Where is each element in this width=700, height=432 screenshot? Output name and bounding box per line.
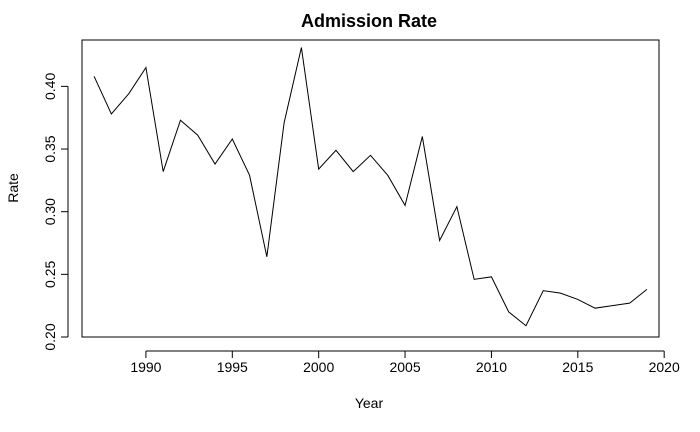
x-tick-label: 2015	[562, 359, 593, 375]
y-tick-label: 0.30	[42, 198, 58, 225]
x-axis: 1990 1995 2000 2005 2010 2015 2020	[130, 350, 680, 375]
y-axis: 0.20 0.25 0.30 0.35 0.40	[42, 73, 69, 351]
x-tick-label: 1990	[130, 359, 161, 375]
series-layer	[93, 47, 648, 327]
series-line	[93, 47, 648, 327]
y-tick-label: 0.40	[42, 73, 58, 100]
plot-frame	[81, 39, 660, 338]
x-tick-label: 2020	[649, 359, 680, 375]
x-axis-label: Year	[355, 395, 384, 411]
y-tick-label: 0.20	[42, 323, 58, 350]
y-tick-label: 0.25	[42, 261, 58, 288]
y-tick-label: 0.35	[42, 135, 58, 162]
x-tick-label: 2005	[389, 359, 420, 375]
x-tick-label: 2010	[476, 359, 507, 375]
y-axis-label: Rate	[5, 173, 21, 203]
x-tick-label: 2000	[303, 359, 334, 375]
x-tick-label: 1995	[217, 359, 248, 375]
chart-title: Admission Rate	[301, 11, 437, 31]
